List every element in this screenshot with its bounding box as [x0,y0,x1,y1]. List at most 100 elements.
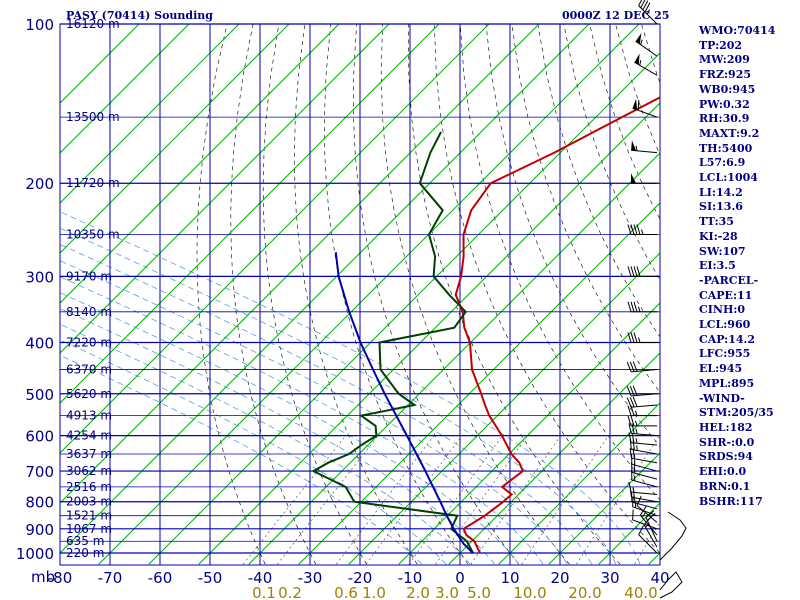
mixing-ratio-line [277,435,379,565]
wind-barb-feather [628,481,632,493]
index-item: WB0:945 [699,82,756,96]
isotherm-line [348,252,660,565]
sounding-trace-2 [334,252,474,554]
wind-barb-half-feather [632,487,635,493]
wind-barb-feather [644,2,651,13]
wind-barb-feather [630,266,635,277]
temperature-tick-label: -60 [148,569,173,587]
pressure-label: 700 [25,463,54,481]
wind-barb-half-feather [638,337,641,343]
mixing-ratio-line [365,435,463,565]
chart-datetime: 0000Z 12 DEC 25 [562,9,670,22]
temperature-tick-label: -20 [348,569,373,587]
moist-adiabat [60,244,592,565]
temperature-tick-label: 10 [500,569,519,587]
mixing-ratio-label: 0.1 [252,584,276,600]
wind-barb-feather [629,447,632,459]
height-label: 4913 m [66,409,112,423]
wind-barb-flag [632,98,638,110]
isotherm-line [60,24,390,354]
wind-barb-staff [631,442,658,446]
wind-barb-flag [634,53,640,65]
moist-adiabats [60,211,641,565]
wind-barb-staff [631,369,658,373]
wind-barb [627,266,657,277]
mixing-ratio-label: 0.2 [278,584,302,600]
height-label: 6370 m [66,363,112,377]
wind-barb-staff [639,514,658,536]
mixing-ratio-labels: 0.1 0.2 0.6 1.0 2.0 3.0 5.0 10.0 20.0 40.0 [252,584,658,600]
wind-barb-half-feather [641,229,644,235]
height-label: 1067 m [66,522,112,536]
index-item: SW:107 [699,244,746,258]
index-item: LCL:1004 [699,171,758,185]
mixing-ratio-line [521,435,609,565]
wind-barb [627,224,657,236]
wind-barb-feather [640,0,646,8]
temperature-tick-label: -30 [298,569,323,587]
isobars [59,23,661,566]
dry-adiabat [408,24,621,565]
moist-adiabat [60,227,617,565]
index-item: -WIND- [699,391,745,405]
index-item: HEL:182 [699,420,753,434]
wind-barb-staff [638,534,658,554]
height-label: 10350 m [66,228,120,242]
wind-barb-feather [636,266,641,277]
wind-barb-feather [632,361,638,372]
index-item: CAP:14.2 [699,332,756,346]
wind-barb [631,173,657,184]
wind-barb-half-feather [638,306,641,312]
isotherms [60,24,660,565]
index-item: MAXT:9.2 [699,126,760,140]
isotherm-line [60,24,440,404]
pressure-label: 900 [25,521,54,539]
wind-barb [638,525,658,554]
isotherm-line [60,24,490,454]
isotherm-line [448,352,660,565]
temperature-tick-label: -10 [398,569,423,587]
mixing-ratio-label: 20.0 [568,584,601,600]
wind-barb-feather [632,396,638,407]
height-label: 9170 m [66,269,112,283]
wind-barb-feather [636,224,641,235]
sounding-trace-1 [311,131,474,554]
index-item: PW:0.32 [699,97,750,111]
moist-adiabat [60,355,423,565]
dry-adiabat [196,24,266,565]
wind-barb-feather [630,301,635,312]
wind-barb-feather [642,0,649,11]
wind-barb [628,432,658,446]
wind-barb [628,481,658,495]
chart-title: PASY (70414) Sounding [66,9,213,22]
dry-adiabat [230,24,317,565]
temperature-tick-label: -40 [248,569,273,587]
wind-barbs [626,0,658,554]
wind-barb-staff [631,491,658,495]
temperature-tick-label: -70 [98,569,123,587]
height-label: 7220 m [66,335,112,349]
wind-barb-staff [631,501,658,510]
index-item: L57:6.9 [699,156,746,170]
moist-adiabat [60,276,544,565]
moist-adiabat [60,323,471,565]
wind-barb-feather [629,385,635,396]
temperature-tick-label: 20 [550,569,569,587]
wind-barb [626,385,658,397]
pressure-label: 200 [25,175,54,193]
height-label: 5620 m [66,387,112,401]
wind-barb-feather [637,99,640,111]
wind-barb [632,509,658,530]
index-item: LFC:955 [699,347,751,361]
wind-barb-feather [632,385,638,396]
isotherm-line [60,24,540,504]
index-item: RH:30.9 [699,112,750,126]
index-item: -PARCEL- [699,273,759,287]
wind-barb-feather [630,415,635,427]
wind-barb [626,361,658,373]
wind-barb-feather [629,361,635,372]
height-label: 635 m [66,534,104,548]
wind-barb-feather [645,510,655,519]
height-labels: 16120 m 13500 m 11720 m 10350 m 9170 m 8140 m… [66,17,120,560]
wind-barb-feather [638,525,645,535]
